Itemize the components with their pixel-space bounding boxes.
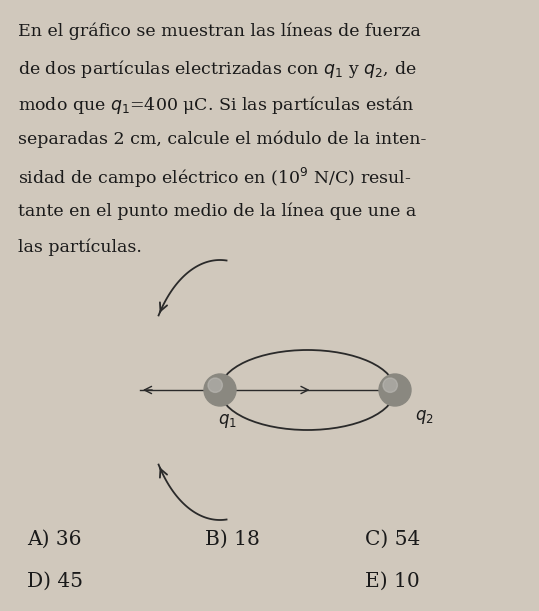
- Text: E) 10: E) 10: [365, 572, 420, 591]
- Circle shape: [208, 378, 223, 392]
- Text: A) 36: A) 36: [27, 530, 81, 549]
- Text: tante en el punto medio de la línea que une a: tante en el punto medio de la línea que …: [18, 202, 416, 219]
- Text: B) 18: B) 18: [205, 530, 260, 549]
- Text: separadas 2 cm, calcule el módulo de la inten-: separadas 2 cm, calcule el módulo de la …: [18, 130, 426, 147]
- Circle shape: [379, 374, 411, 406]
- Text: $q_1$: $q_1$: [218, 412, 237, 430]
- Text: $q_2$: $q_2$: [415, 408, 434, 426]
- Circle shape: [204, 374, 236, 406]
- Text: modo que $q_1$=400 μC. Si las partículas están: modo que $q_1$=400 μC. Si las partículas…: [18, 94, 414, 116]
- Text: las partículas.: las partículas.: [18, 238, 142, 255]
- Text: C) 54: C) 54: [365, 530, 420, 549]
- Text: D) 45: D) 45: [27, 572, 83, 591]
- Text: sidad de campo eléctrico en (10$^9$ N/C) resul-: sidad de campo eléctrico en (10$^9$ N/C)…: [18, 166, 411, 190]
- Text: de dos partículas electrizadas con $q_1$ y $q_2$, de: de dos partículas electrizadas con $q_1$…: [18, 58, 417, 80]
- Circle shape: [383, 378, 397, 392]
- Text: En el gráfico se muestran las líneas de fuerza: En el gráfico se muestran las líneas de …: [18, 22, 421, 40]
